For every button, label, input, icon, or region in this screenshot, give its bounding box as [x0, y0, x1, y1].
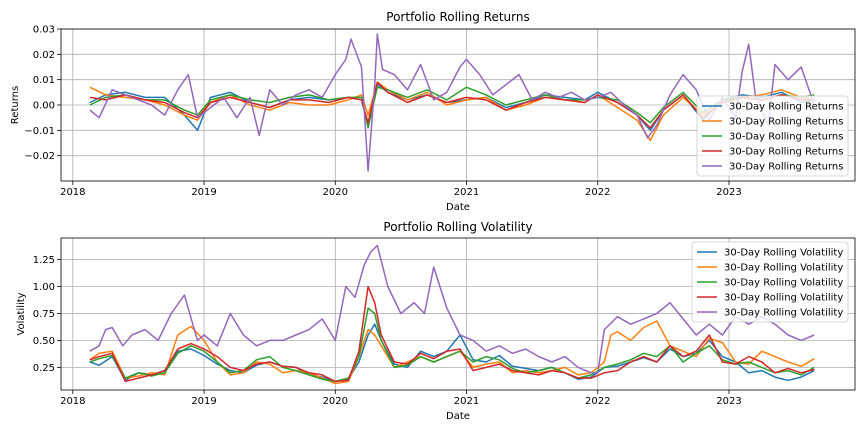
returns-y-tick-label: 0.00: [33, 101, 55, 112]
returns-y-tick-label: −0.01: [24, 126, 55, 137]
volatility-x-tick-label: 2022: [585, 396, 610, 407]
volatility-x-tick-label: 2018: [60, 396, 85, 407]
volatility-chart: Portfolio Rolling Volatility 2018 2019 202…: [16, 220, 856, 422]
volatility-legend-label: 30-Day Rolling Volatility: [724, 263, 843, 274]
volatility-series-line-3: [89, 307, 815, 383]
volatility-series-line-4: [89, 285, 815, 383]
returns-y-tick-label: 0.01: [33, 75, 55, 86]
returns-legend-box: [696, 95, 849, 177]
volatility-legend-label: 30-Day Rolling Volatility: [724, 278, 843, 289]
returns-x-tick-label: 2023: [716, 187, 741, 198]
volatility-x-tick-label: 2023: [716, 396, 741, 407]
volatility-y-ticks: 0.25 0.50 0.75 1.00 1.25: [33, 255, 61, 374]
volatility-y-tick-label: 0.75: [33, 309, 55, 320]
volatility-y-tick-label: 1.25: [33, 255, 55, 266]
returns-legend-label: 30-Day Rolling Returns: [729, 132, 843, 143]
returns-legend-label: 30-Day Rolling Returns: [729, 102, 843, 113]
volatility-y-tick-label: 0.50: [33, 336, 55, 347]
volatility-legend-box: [691, 241, 849, 323]
volatility-y-tick-label: 0.25: [33, 363, 55, 374]
volatility-series-line-1: [89, 323, 815, 383]
returns-legend-label: 30-Day Rolling Returns: [729, 162, 843, 173]
volatility-legend-label: 30-Day Rolling Volatility: [724, 308, 843, 319]
volatility-x-tick-label: 2019: [191, 396, 216, 407]
returns-chart-title: Portfolio Rolling Returns: [386, 10, 529, 24]
returns-y-axis-label: Returns: [10, 86, 21, 124]
volatility-y-tick-label: 1.00: [33, 282, 55, 293]
returns-x-axis-label: Date: [446, 202, 470, 213]
volatility-y-axis-label: Volatility: [16, 292, 27, 335]
returns-legend: 30-Day Rolling Returns 30-Day Rolling Ret…: [696, 95, 849, 177]
volatility-series-group: [89, 244, 815, 385]
returns-x-tick-label: 2018: [60, 187, 85, 198]
volatility-legend: 30-Day Rolling Volatility 30-Day Rolling …: [691, 241, 849, 323]
returns-y-tick-label: −0.02: [24, 151, 55, 162]
returns-legend-label: 30-Day Rolling Returns: [729, 117, 843, 128]
returns-chart: Portfolio Rolling Returns 2018 2019 2020 20…: [10, 10, 856, 213]
returns-y-tick-label: 0.02: [33, 50, 55, 61]
returns-series-line-3: [89, 86, 815, 129]
volatility-x-tick-label: 2021: [454, 396, 479, 407]
volatility-x-axis-label: Date: [446, 411, 470, 422]
returns-y-ticks: −0.02 −0.01 0.00 0.01 0.02 0.03: [24, 25, 61, 162]
volatility-x-tick-label: 2020: [323, 396, 348, 407]
returns-x-tick-label: 2019: [191, 187, 216, 198]
returns-x-tick-label: 2021: [454, 187, 479, 198]
volatility-legend-label: 30-Day Rolling Volatility: [724, 293, 843, 304]
volatility-x-ticks: 2018 2019 2020 2021 2022 2023: [60, 390, 742, 407]
volatility-plot-frame: [60, 237, 856, 391]
returns-legend-label: 30-Day Rolling Returns: [729, 147, 843, 158]
returns-x-ticks: 2018 2019 2020 2021 2022 2023: [60, 181, 742, 198]
returns-x-tick-label: 2020: [323, 187, 348, 198]
volatility-chart-title: Portfolio Rolling Volatility: [383, 220, 532, 234]
volatility-legend-label: 30-Day Rolling Volatility: [724, 248, 843, 259]
returns-x-tick-label: 2022: [585, 187, 610, 198]
returns-y-tick-label: 0.03: [33, 25, 55, 36]
volatility-series-line-5: [89, 244, 815, 374]
